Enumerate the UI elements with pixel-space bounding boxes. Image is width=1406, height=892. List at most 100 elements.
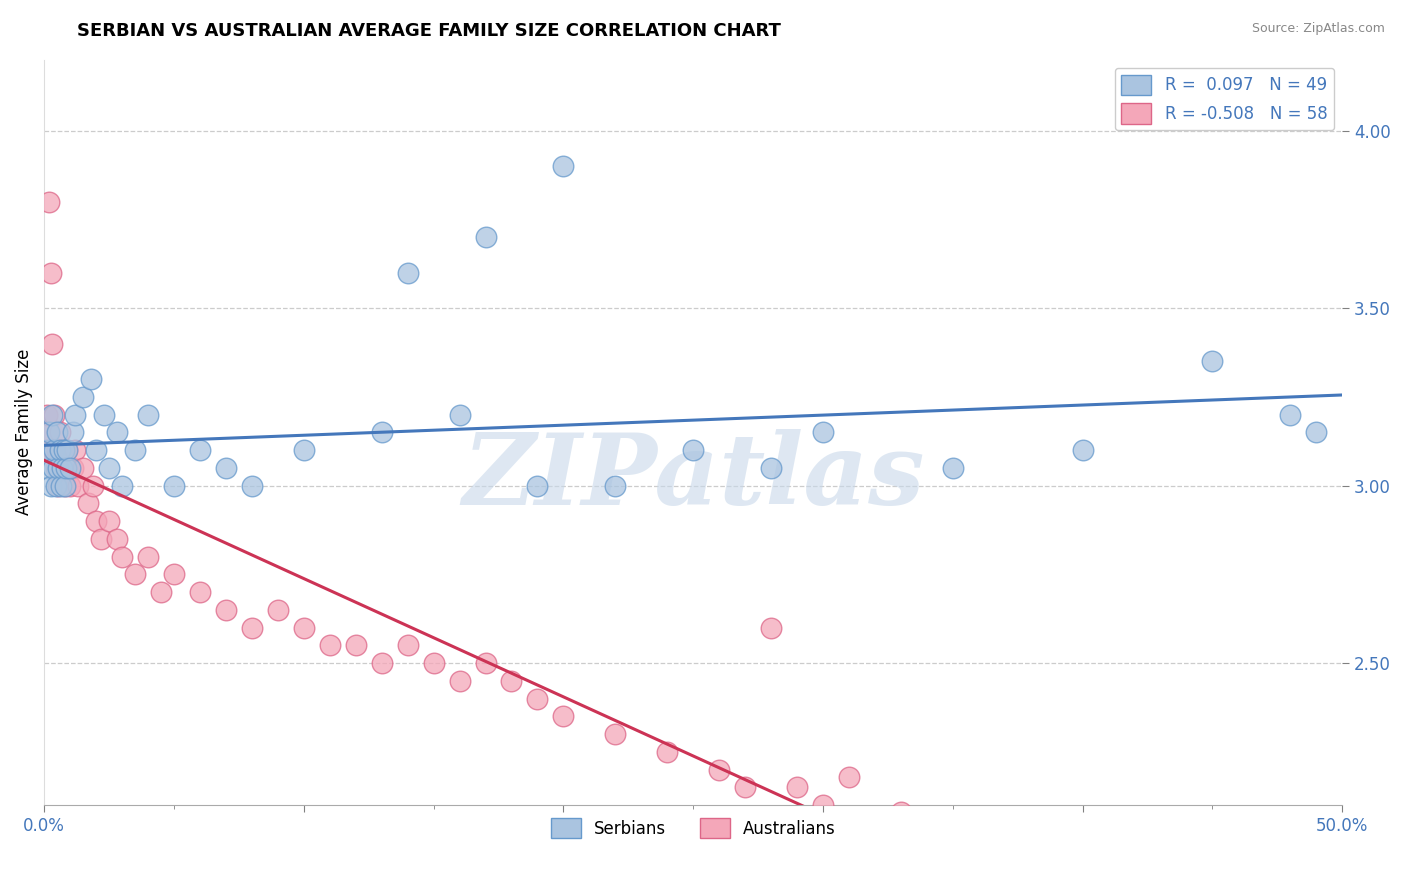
Point	[267, 603, 290, 617]
Point	[759, 460, 782, 475]
Point	[59, 460, 82, 475]
Point	[80, 372, 103, 386]
Point	[422, 656, 444, 670]
Point	[344, 638, 367, 652]
Point	[657, 745, 679, 759]
Point	[734, 780, 756, 795]
Point	[35, 408, 58, 422]
Point	[90, 532, 112, 546]
Point	[370, 656, 392, 670]
Point	[759, 621, 782, 635]
Point	[105, 425, 128, 440]
Point	[163, 567, 186, 582]
Point	[38, 425, 60, 440]
Point	[93, 408, 115, 422]
Point	[72, 390, 94, 404]
Text: Source: ZipAtlas.com: Source: ZipAtlas.com	[1251, 22, 1385, 36]
Point	[56, 443, 79, 458]
Point	[149, 585, 172, 599]
Point	[124, 443, 146, 458]
Point	[52, 443, 75, 458]
Point	[84, 514, 107, 528]
Point	[811, 425, 834, 440]
Point	[605, 727, 627, 741]
Point	[709, 763, 731, 777]
Point	[838, 770, 860, 784]
Point	[45, 478, 67, 492]
Point	[526, 691, 548, 706]
Point	[1279, 408, 1302, 422]
Point	[111, 549, 134, 564]
Point	[48, 443, 70, 458]
Point	[474, 656, 496, 670]
Point	[1071, 443, 1094, 458]
Point	[105, 532, 128, 546]
Point	[188, 585, 211, 599]
Point	[45, 460, 67, 475]
Point	[396, 638, 419, 652]
Point	[59, 478, 82, 492]
Point	[52, 443, 75, 458]
Point	[66, 478, 89, 492]
Point	[82, 478, 104, 492]
Point	[319, 638, 342, 652]
Point	[1305, 425, 1327, 440]
Point	[215, 603, 238, 617]
Point	[51, 460, 73, 475]
Point	[786, 780, 808, 795]
Point	[46, 443, 69, 458]
Point	[553, 709, 575, 723]
Text: SERBIAN VS AUSTRALIAN AVERAGE FAMILY SIZE CORRELATION CHART: SERBIAN VS AUSTRALIAN AVERAGE FAMILY SIZ…	[77, 22, 782, 40]
Point	[84, 443, 107, 458]
Point	[48, 425, 70, 440]
Point	[35, 460, 58, 475]
Point	[240, 478, 263, 492]
Point	[124, 567, 146, 582]
Point	[501, 673, 523, 688]
Point	[526, 478, 548, 492]
Point	[1201, 354, 1223, 368]
Point	[77, 496, 100, 510]
Y-axis label: Average Family Size: Average Family Size	[15, 349, 32, 516]
Point	[292, 443, 315, 458]
Point	[98, 514, 121, 528]
Point	[605, 478, 627, 492]
Point	[215, 460, 238, 475]
Point	[42, 443, 65, 458]
Point	[39, 266, 62, 280]
Point	[292, 621, 315, 635]
Point	[55, 460, 77, 475]
Point	[188, 443, 211, 458]
Text: ZIPatlas: ZIPatlas	[463, 429, 924, 525]
Point	[136, 549, 159, 564]
Point	[53, 478, 76, 492]
Point	[39, 478, 62, 492]
Point	[682, 443, 704, 458]
Point	[37, 443, 59, 458]
Point	[55, 460, 77, 475]
Point	[449, 408, 471, 422]
Point	[65, 408, 87, 422]
Point	[98, 460, 121, 475]
Point	[42, 460, 65, 475]
Point	[56, 443, 79, 458]
Point	[44, 443, 66, 458]
Point	[890, 805, 912, 819]
Point	[240, 621, 263, 635]
Point	[449, 673, 471, 688]
Point	[136, 408, 159, 422]
Point	[46, 425, 69, 440]
Legend: Serbians, Australians: Serbians, Australians	[544, 812, 842, 845]
Point	[163, 478, 186, 492]
Point	[44, 408, 66, 422]
Point	[41, 336, 63, 351]
Point	[65, 443, 87, 458]
Point	[51, 460, 73, 475]
Point	[49, 443, 72, 458]
Point	[38, 194, 60, 209]
Point	[553, 159, 575, 173]
Point	[49, 478, 72, 492]
Point	[53, 478, 76, 492]
Point	[41, 408, 63, 422]
Point	[474, 230, 496, 244]
